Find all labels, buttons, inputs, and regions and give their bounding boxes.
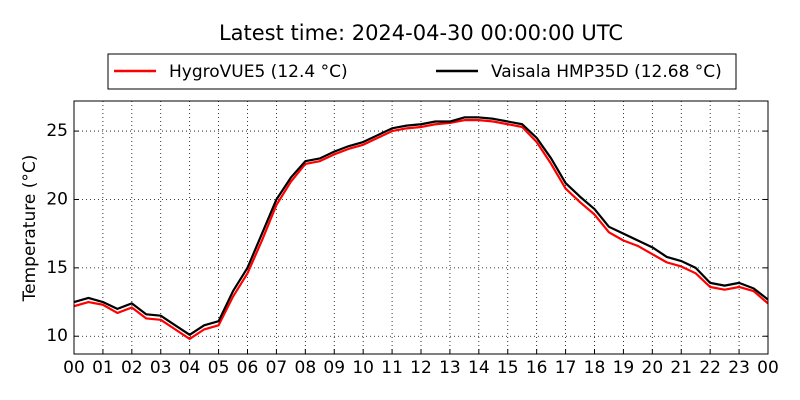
- chart-title: Latest time: 2024-04-30 00:00:00 UTC: [219, 21, 623, 45]
- x-tick-label: 09: [323, 358, 345, 378]
- legend-box: [107, 53, 737, 90]
- line-series: [73, 116, 769, 336]
- x-tick-label: 07: [266, 358, 288, 378]
- x-tick-label: 14: [468, 358, 490, 378]
- y-tick-label: 10: [46, 326, 68, 346]
- x-tick-label: 12: [410, 358, 432, 378]
- x-tick-label: 15: [497, 358, 519, 378]
- line-series: [73, 119, 769, 341]
- x-tick-label: 22: [699, 358, 721, 378]
- x-tick-label: 08: [295, 358, 317, 378]
- x-tick-label: 21: [670, 358, 692, 378]
- x-tick-label: 13: [439, 358, 461, 378]
- x-tick-label: 02: [121, 358, 143, 378]
- y-tick-label: 15: [46, 258, 68, 278]
- x-tick-label: 06: [237, 358, 259, 378]
- plot-frame: [73, 100, 769, 355]
- x-tick-label: 19: [613, 358, 635, 378]
- legend-label: HygroVUE5 (12.4 °C): [169, 62, 348, 82]
- x-tick-label: 10: [352, 358, 374, 378]
- x-tick-label: 16: [526, 358, 548, 378]
- y-tick-label: 20: [46, 189, 68, 209]
- y-tick-label: 25: [46, 121, 68, 141]
- x-tick-label: 05: [208, 358, 230, 378]
- x-tick-label: 11: [381, 358, 403, 378]
- x-tick-label: 03: [150, 358, 172, 378]
- x-tick-label: 20: [642, 358, 664, 378]
- x-tick-label: 23: [728, 358, 750, 378]
- legend-label: Vaisala HMP35D (12.68 °C): [491, 62, 722, 82]
- x-tick-label: 00: [757, 358, 779, 378]
- x-tick-label: 00: [63, 358, 85, 378]
- x-tick-label: 01: [92, 358, 114, 378]
- x-tick-label: 04: [179, 358, 201, 378]
- x-tick-label: 17: [555, 358, 577, 378]
- y-axis-label: Temperature (°C): [20, 155, 40, 303]
- x-tick-label: 18: [584, 358, 606, 378]
